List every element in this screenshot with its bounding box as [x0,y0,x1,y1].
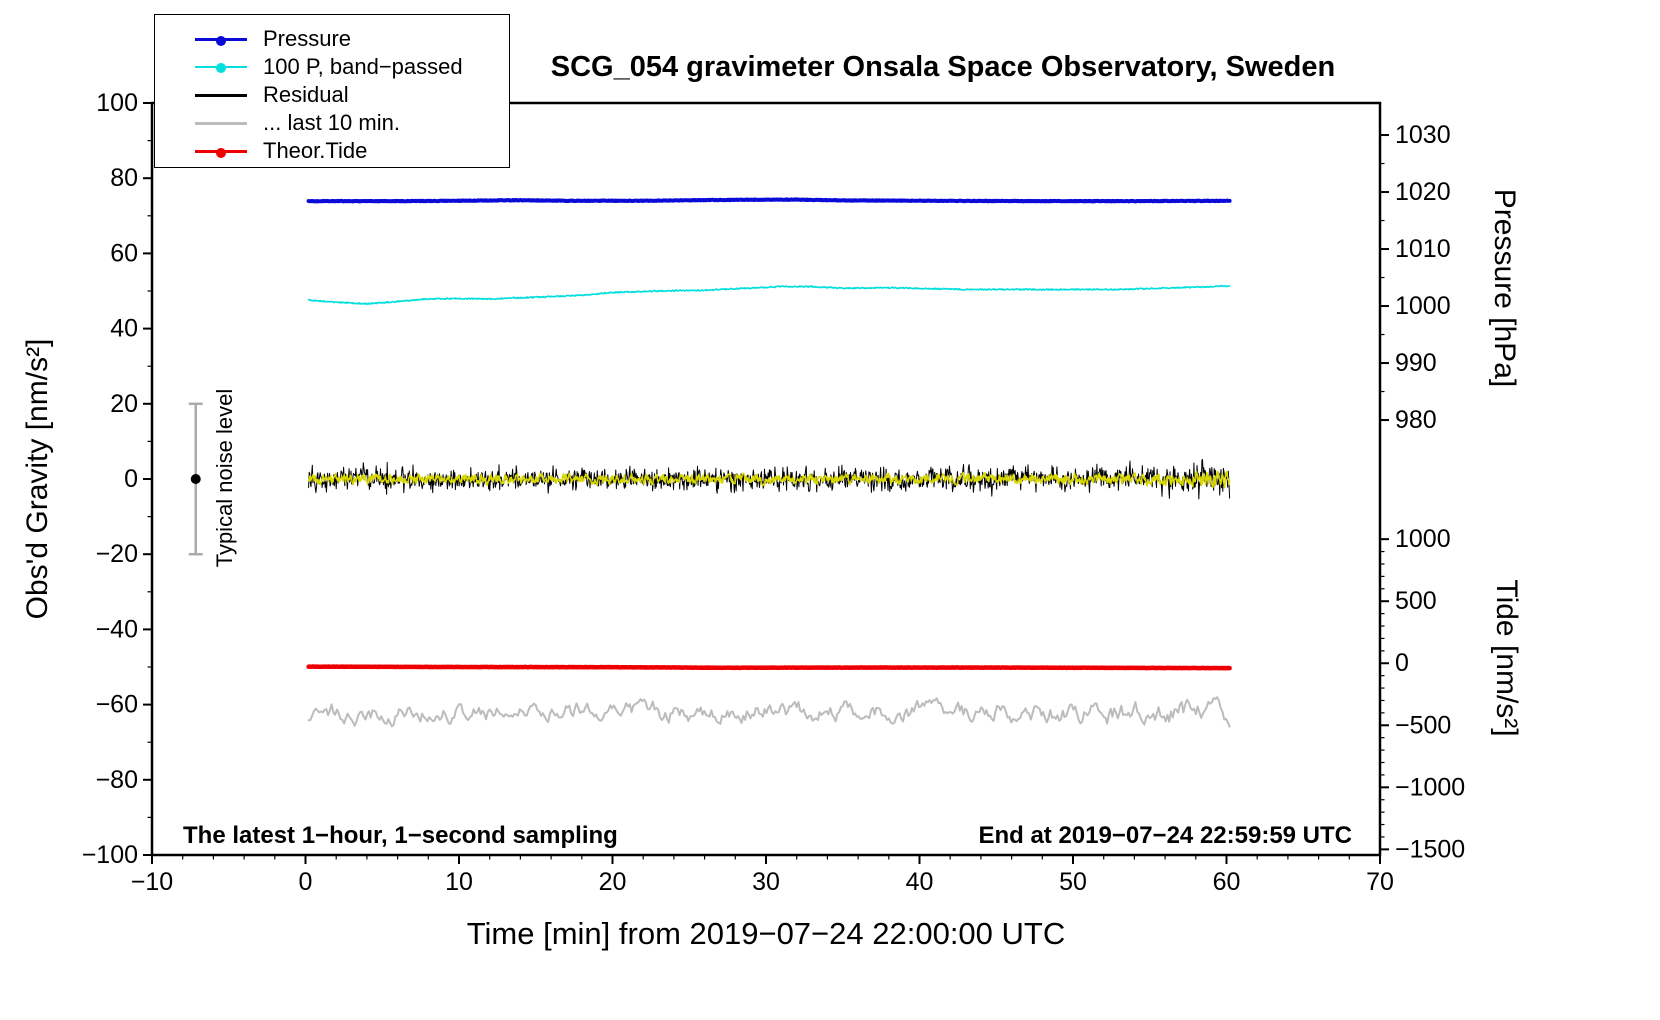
svg-text:−500: −500 [1395,711,1451,739]
svg-text:0: 0 [1395,649,1409,677]
svg-text:10: 10 [445,868,473,896]
pressure-line-swatch [195,35,247,46]
svg-text:−40: −40 [96,615,138,643]
legend: Pressure 100 P, band−passed Residual ...… [154,14,510,168]
svg-text:990: 990 [1395,349,1437,377]
svg-text:1000: 1000 [1395,525,1451,553]
svg-text:40: 40 [906,868,934,896]
svg-text:50: 50 [1059,868,1087,896]
svg-text:20: 20 [599,868,627,896]
svg-text:−1000: −1000 [1395,773,1465,801]
svg-text:1010: 1010 [1395,235,1451,263]
svg-text:1030: 1030 [1395,121,1451,149]
svg-text:30: 30 [752,868,780,896]
legend-label-last10min: ... last 10 min. [263,110,400,135]
svg-text:−1500: −1500 [1395,835,1465,863]
svg-text:60: 60 [1213,868,1241,896]
chart-title: SCG_054 gravimeter Onsala Space Observat… [550,51,1336,83]
svg-text:−20: −20 [96,540,138,568]
svg-text:500: 500 [1395,587,1437,615]
residual-line-swatch [195,93,247,97]
svg-text:980: 980 [1395,406,1437,434]
svg-text:60: 60 [110,239,138,267]
svg-text:70: 70 [1366,868,1394,896]
svg-text:1020: 1020 [1395,178,1451,206]
legend-item-theor-tide: Theor.Tide [155,137,509,165]
legend-item-bandpassed: 100 P, band−passed [155,53,509,81]
svg-text:1000: 1000 [1395,292,1451,320]
svg-text:20: 20 [110,390,138,418]
legend-item-pressure: Pressure [155,25,509,53]
svg-text:−80: −80 [96,766,138,794]
pressure-axis-title: Pressure [hPa] [1488,188,1521,388]
tide-axis-title: Tide [nm/s²] [1490,579,1523,737]
sampling-note: The latest 1−hour, 1−second sampling [183,822,618,849]
bandpassed-line-swatch [195,63,247,73]
legend-label-theor-tide: Theor.Tide [263,138,368,163]
svg-text:0: 0 [124,465,138,493]
legend-dot-icon [216,63,226,73]
legend-label-bandpassed: 100 P, band−passed [263,54,463,79]
legend-dot-icon [216,147,226,158]
end-time-note: End at 2019−07−24 22:59:59 UTC [978,822,1352,849]
svg-text:100: 100 [96,89,138,117]
x-axis-title: Time [min] from 2019−07−24 22:00:00 UTC [466,916,1066,951]
legend-item-last10min: ... last 10 min. [155,109,509,137]
legend-label-pressure: Pressure [263,26,352,51]
left-axis-title: Obs'd Gravity [nm/s²] [21,338,54,620]
svg-text:−10: −10 [131,868,173,896]
svg-text:80: 80 [110,164,138,192]
legend-dot-icon [216,35,226,46]
svg-text:0: 0 [299,868,313,896]
svg-text:40: 40 [110,315,138,343]
last10min-line-swatch [195,121,247,125]
noise-level-label: Typical noise level [212,388,237,568]
theor-tide-line-swatch [195,147,247,158]
svg-text:−100: −100 [82,841,138,869]
svg-text:−60: −60 [96,691,138,719]
legend-label-residual: Residual [263,82,349,107]
legend-item-residual: Residual [155,81,509,109]
